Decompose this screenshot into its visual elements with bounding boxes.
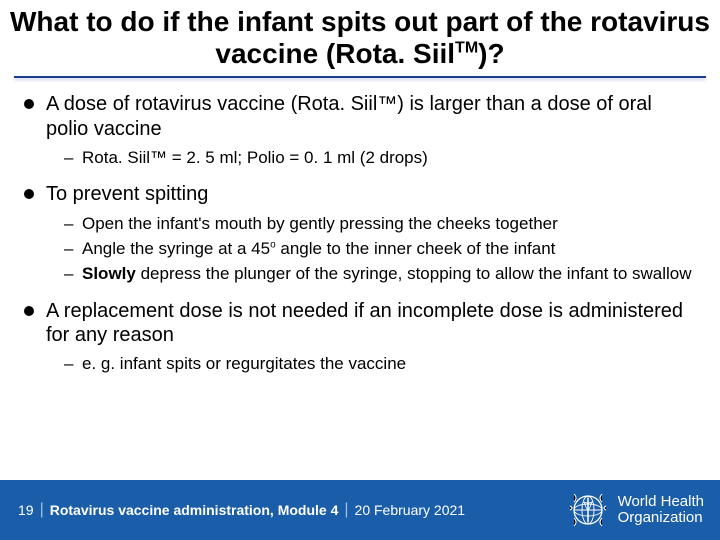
sub-bullet-list: Rota. Siil™ = 2. 5 ml; Polio = 0. 1 ml (… <box>64 147 696 168</box>
footer-separator: | <box>40 501 44 519</box>
module-label: Rotavirus vaccine administration, Module… <box>50 502 339 518</box>
slide-footer: 19 | Rotavirus vaccine administration, M… <box>0 480 720 540</box>
sub-bullet-list: e. g. infant spits or regurgitates the v… <box>64 353 696 374</box>
slide-title: What to do if the infant spits out part … <box>0 0 720 74</box>
bullet-text: To prevent spitting <box>46 183 208 205</box>
bullet-list: A dose of rotavirus vaccine (Rota. Siil™… <box>24 92 696 374</box>
footer-date: 20 February 2021 <box>355 502 466 518</box>
slide-content: A dose of rotavirus vaccine (Rota. Siil™… <box>0 78 720 374</box>
who-line2: Organization <box>618 510 704 526</box>
sub-bullet-item: Angle the syringe at a 45o angle to the … <box>64 238 696 259</box>
sub-bullet-item: e. g. infant spits or regurgitates the v… <box>64 353 696 374</box>
bullet-text: A dose of rotavirus vaccine (Rota. Siil™… <box>46 93 652 139</box>
sub-bullet-item: Rota. Siil™ = 2. 5 ml; Polio = 0. 1 ml (… <box>64 147 696 168</box>
bullet-text: A replacement dose is not needed if an i… <box>46 300 683 346</box>
who-text: World Health Organization <box>618 494 704 526</box>
bullet-item: A replacement dose is not needed if an i… <box>24 299 696 375</box>
sub-bullet-item: Open the infant's mouth by gently pressi… <box>64 213 696 234</box>
sub-bullet-list: Open the infant's mouth by gently pressi… <box>64 213 696 285</box>
page-number: 19 <box>18 502 34 518</box>
footer-separator: | <box>344 501 348 519</box>
bullet-item: To prevent spitting Open the infant's mou… <box>24 182 696 284</box>
who-emblem-icon <box>566 488 610 532</box>
sub-bullet-item: Slowly depress the plunger of the syring… <box>64 263 696 284</box>
who-line1: World Health <box>618 494 704 510</box>
who-logo: World Health Organization <box>566 488 704 532</box>
bullet-item: A dose of rotavirus vaccine (Rota. Siil™… <box>24 92 696 168</box>
